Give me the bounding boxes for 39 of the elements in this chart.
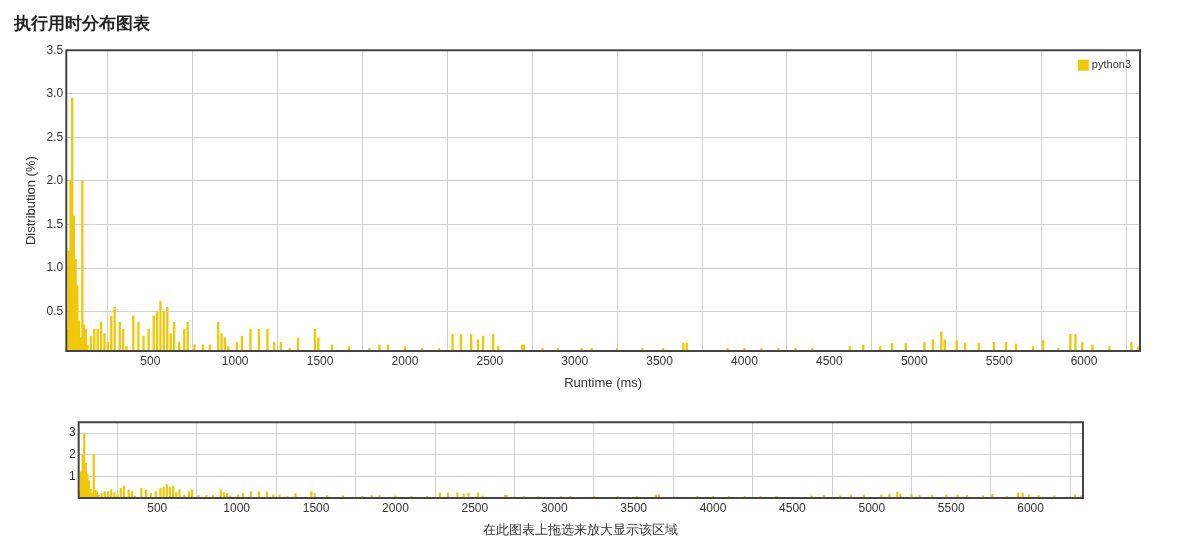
x-tick-label: 2000 [391, 353, 419, 368]
y-tick-label: 2.5 [46, 129, 64, 144]
y-tick-label: 3.5 [46, 42, 64, 57]
x-tick-label: 4000 [731, 353, 759, 368]
legend-label: python3 [1091, 58, 1132, 71]
x-tick-label: 4500 [779, 500, 807, 515]
x-tick-label: 1000 [221, 353, 249, 368]
chart-title: 执行用时分布图表 [14, 13, 150, 35]
x-tick-label: 5500 [937, 500, 965, 515]
x-tick-label: 5000 [858, 500, 886, 515]
x-tick-label: 3000 [561, 353, 589, 368]
y-axis-title: Distribution (%) [23, 156, 39, 246]
x-axis-title: Runtime (ms) [564, 374, 643, 390]
x-tick-label: 6000 [1070, 353, 1098, 368]
x-axis-title: 在此图表上拖选来放大显示该区域 [483, 521, 679, 537]
y-tick-label: 1.5 [46, 216, 64, 231]
x-tick-label: 3000 [540, 500, 568, 515]
x-tick-label: 2500 [461, 500, 489, 515]
x-tick-label: 500 [147, 500, 168, 515]
x-tick-label: 6000 [1017, 500, 1045, 515]
y-tick-label: 2 [68, 447, 76, 461]
x-tick-label: 500 [140, 353, 161, 368]
x-tick-label: 2000 [382, 500, 410, 515]
y-tick-label: 1 [68, 468, 76, 483]
x-tick-label: 3500 [620, 500, 648, 515]
y-tick-label: 1.0 [46, 260, 64, 275]
x-tick-label: 4500 [815, 353, 844, 368]
y-tick-label: 3 [68, 425, 76, 440]
y-tick-label: 0.5 [46, 304, 64, 319]
x-tick-label: 4000 [699, 500, 727, 515]
x-tick-label: 2500 [476, 353, 504, 368]
y-tick-label: 3.0 [46, 86, 64, 101]
x-tick-label: 5000 [900, 353, 928, 368]
x-tick-label: 1500 [302, 500, 330, 515]
x-tick-label: 1000 [223, 500, 251, 515]
y-tick-label: 2.0 [46, 173, 64, 188]
x-tick-label: 3500 [646, 353, 674, 368]
x-tick-label: 5500 [985, 353, 1013, 368]
x-tick-label: 1500 [306, 353, 334, 368]
